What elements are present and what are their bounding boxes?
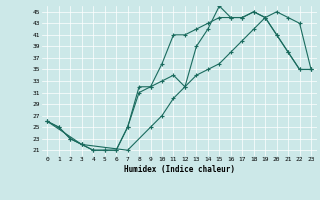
X-axis label: Humidex (Indice chaleur): Humidex (Indice chaleur) [124, 165, 235, 174]
